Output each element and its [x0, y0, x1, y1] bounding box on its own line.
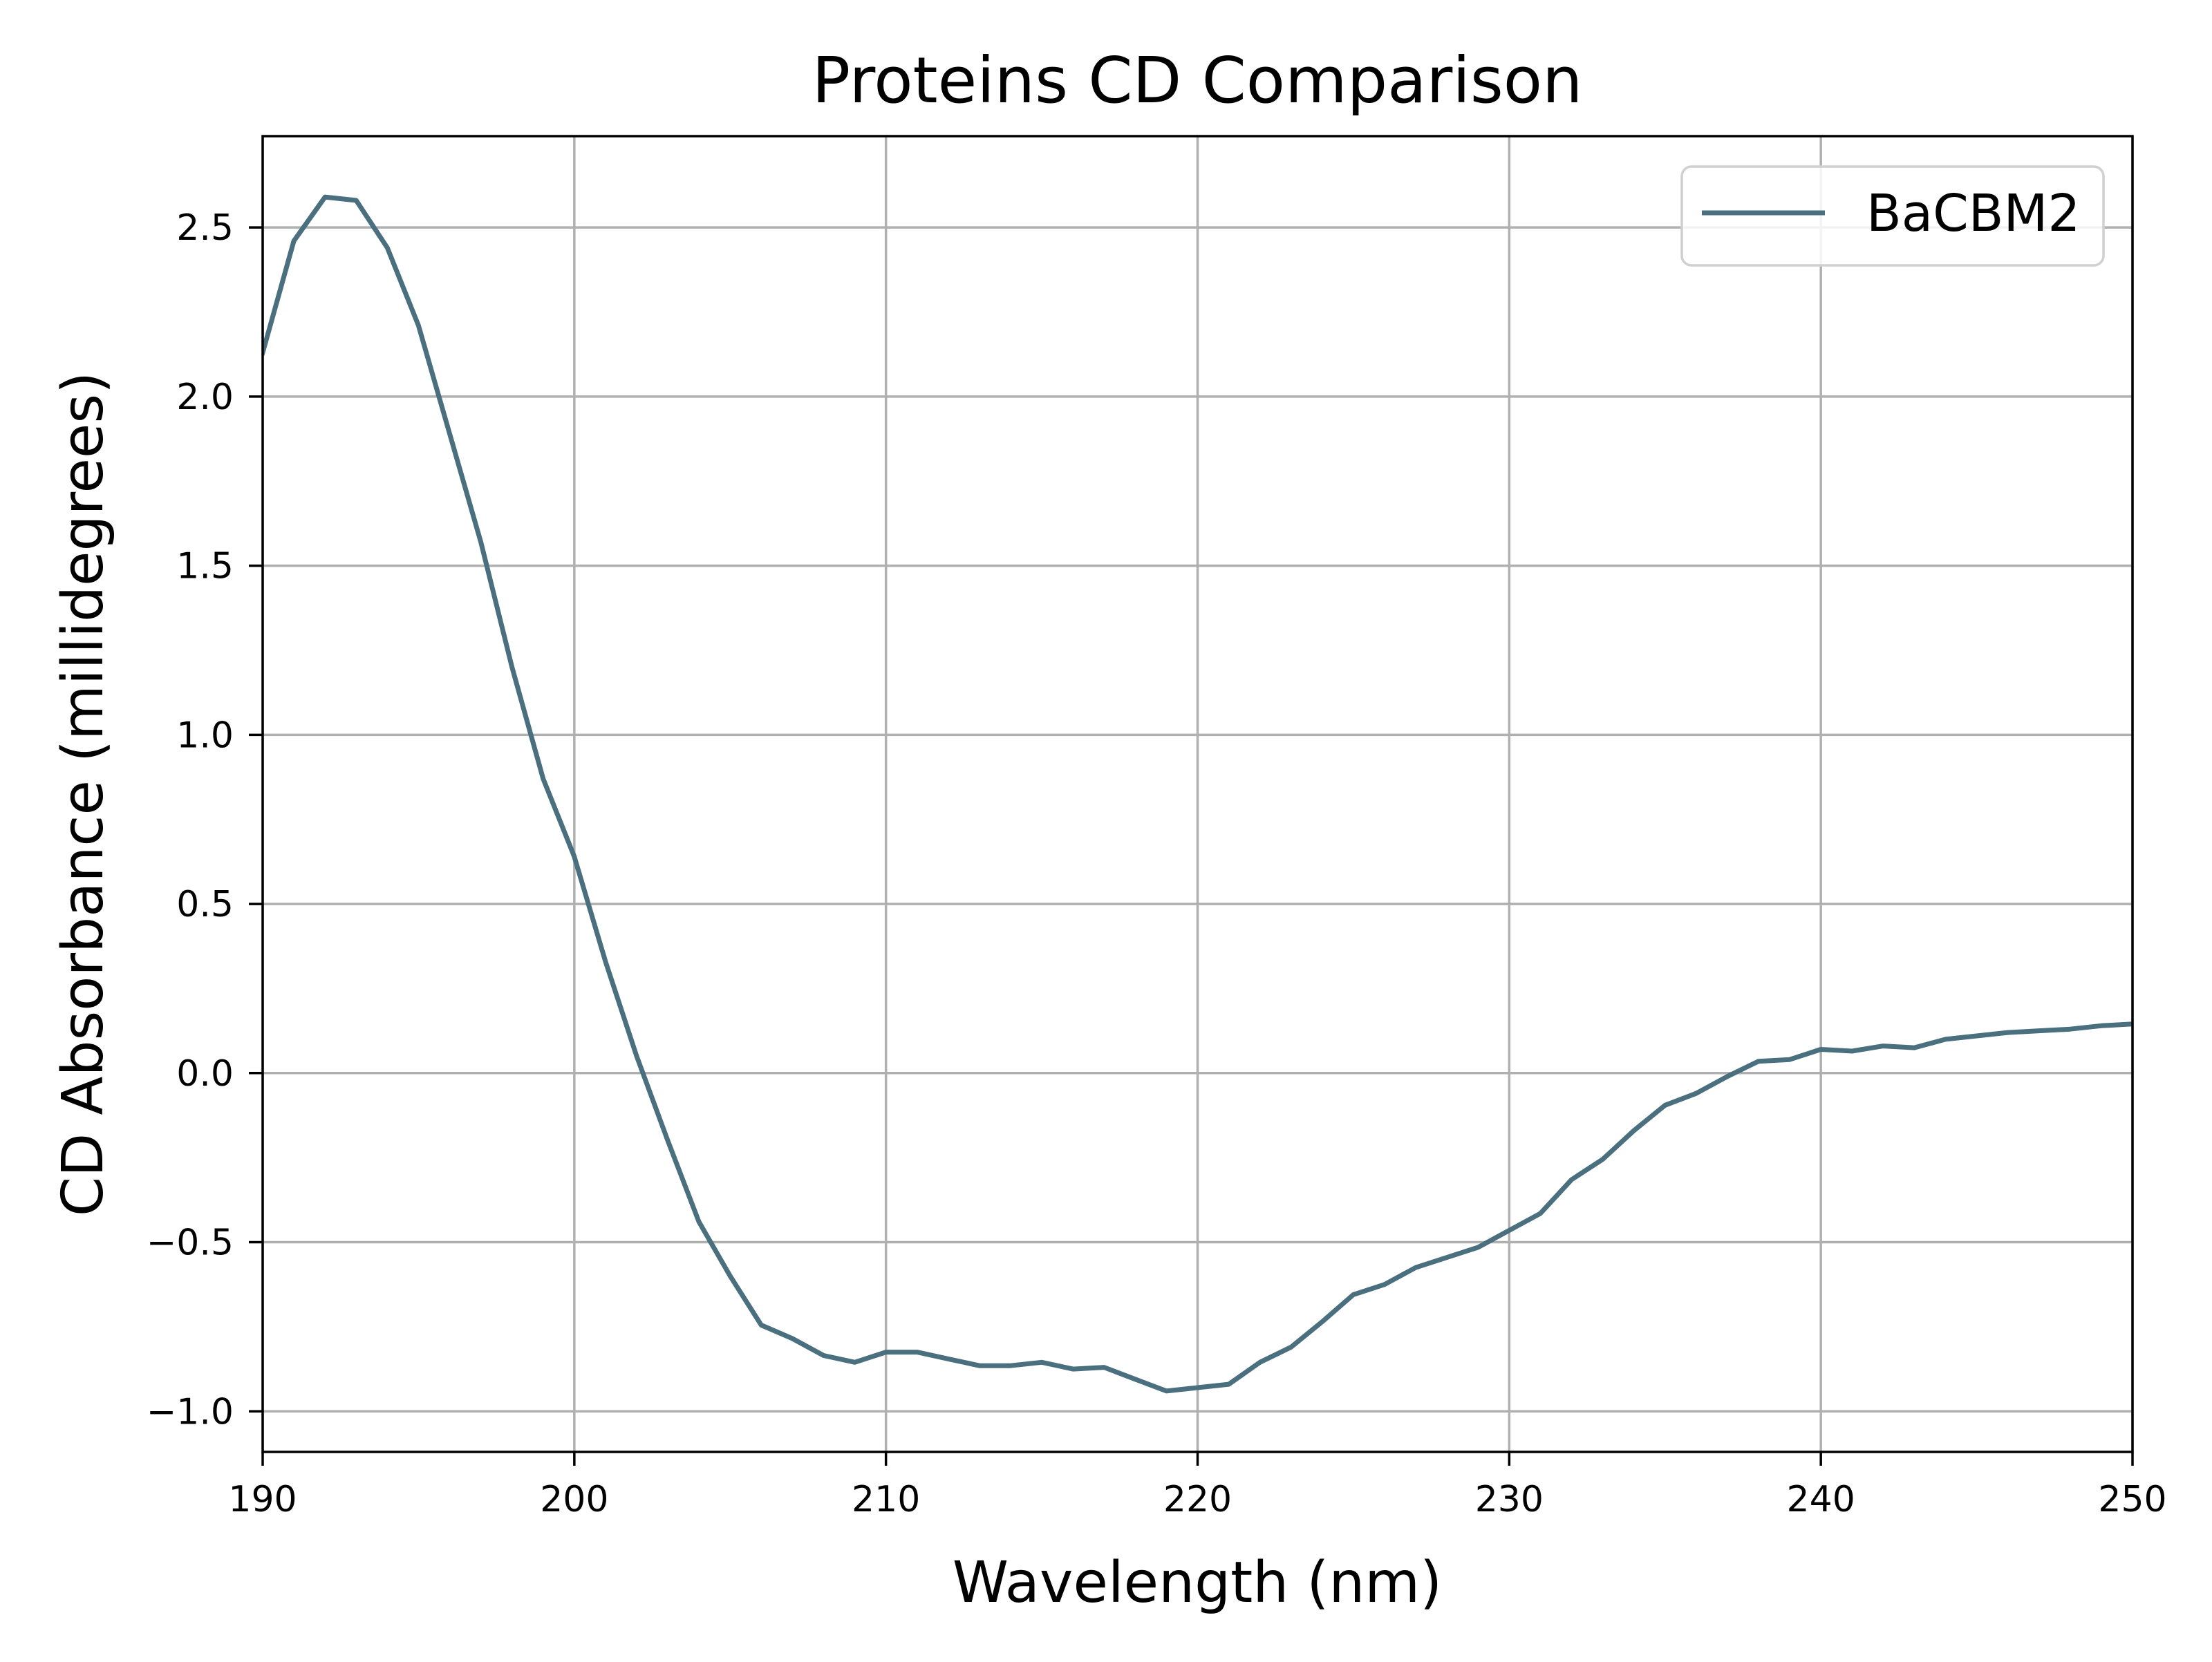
y-tick-label: −0.5	[147, 1222, 234, 1264]
series-line-bacbm2	[263, 194, 2133, 1394]
chart-title: Proteins CD Comparison	[812, 44, 1583, 117]
grid-lines	[261, 136, 2134, 1452]
series-lines	[263, 194, 2133, 1394]
y-tick-label: 2.5	[176, 207, 234, 249]
y-axis-label: CD Absorbance (millidegrees)	[50, 372, 116, 1216]
axis-ticks: 190 200 210 220 230 240 250 −1.0 −0.5 0.0 0.5 1.0 1.…	[147, 207, 2167, 1520]
y-tick-label: 2.0	[176, 377, 234, 418]
x-tick-label: 230	[1475, 1479, 1544, 1520]
legend-label-bacbm2: BaCBM2	[1866, 184, 2080, 243]
y-tick-label: 0.5	[176, 884, 234, 925]
x-tick-label: 250	[2098, 1479, 2166, 1520]
y-tick-label: −1.0	[147, 1391, 234, 1433]
x-tick-label: 210	[852, 1479, 920, 1520]
x-tick-label: 200	[540, 1479, 608, 1520]
x-tick-label: 240	[1787, 1479, 1855, 1520]
y-tick-label: 0.0	[176, 1053, 234, 1095]
y-tick-label: 1.5	[176, 546, 234, 587]
x-tick-label: 190	[228, 1479, 297, 1520]
x-axis-label: Wavelength (nm)	[953, 1550, 1442, 1616]
x-tick-label: 220	[1163, 1479, 1232, 1520]
legend: BaCBM2	[1680, 165, 2105, 267]
y-tick-label: 1.0	[176, 715, 234, 756]
legend-box	[1680, 165, 2105, 267]
